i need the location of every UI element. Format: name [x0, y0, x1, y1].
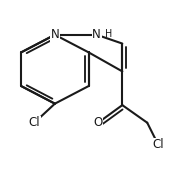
Text: N: N [92, 28, 101, 41]
Text: N: N [51, 28, 59, 41]
Text: Cl: Cl [29, 116, 40, 129]
Text: Cl: Cl [152, 138, 164, 151]
Text: O: O [94, 116, 103, 129]
Text: H: H [105, 29, 112, 39]
